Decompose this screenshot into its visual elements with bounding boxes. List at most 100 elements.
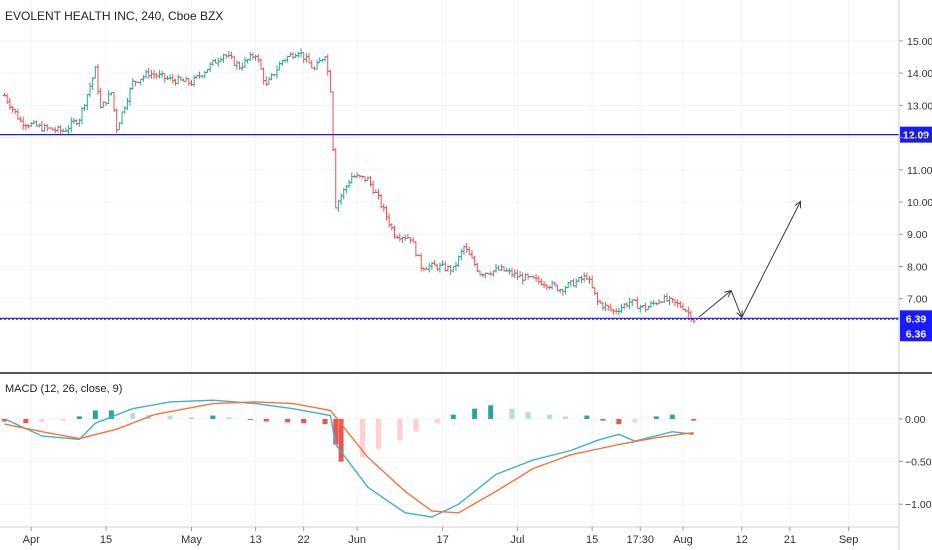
price-bar	[469, 249, 474, 259]
macd-axis[interactable]: 0.00 −0.50 −1.00	[899, 414, 932, 511]
price-bar	[558, 288, 563, 294]
price-bar	[63, 127, 68, 133]
price-bar	[79, 107, 84, 125]
price-bar	[165, 75, 170, 81]
price-bar	[467, 246, 472, 255]
price-bar	[66, 124, 71, 135]
macd-line	[4, 399, 694, 518]
price-bar	[29, 122, 34, 127]
price-bar	[170, 73, 175, 84]
price-bar	[307, 52, 312, 64]
histogram-bar	[130, 412, 136, 419]
price-bar	[120, 111, 125, 125]
price-bar	[264, 76, 269, 87]
symbol-title: EVOLENT HEALTH INC, 240, Cboe BZX	[5, 9, 223, 23]
price-bar	[339, 193, 344, 206]
price-axis[interactable]: 7.00 8.00 9.00 10.00 11.00 12.00 13.00 14.00 15.…	[899, 36, 932, 306]
time-axis[interactable]: Apr 15 May 13 22 Jun 17 Jul 15 17:30 Aug 12 21 Sep	[23, 527, 859, 546]
price-bar	[85, 93, 90, 111]
price-bar	[232, 56, 237, 66]
histogram-bar	[322, 418, 328, 425]
price-bar	[560, 288, 565, 296]
price-bar	[274, 65, 279, 79]
price-bar	[234, 60, 239, 70]
price-tick-label: 15.00	[907, 36, 932, 48]
price-bar	[432, 260, 437, 266]
price-bar	[331, 91, 336, 152]
price-bar	[646, 305, 651, 311]
histogram-bar	[23, 418, 29, 424]
projection-segment[interactable]	[698, 290, 732, 318]
price-tick-label: 8.00	[907, 261, 928, 273]
price-bar	[611, 309, 616, 315]
macd-title: MACD (12, 26, close, 9)	[5, 383, 122, 395]
price-bar	[384, 205, 389, 221]
price-bar	[125, 97, 130, 111]
histogram-bar	[546, 414, 552, 419]
histogram-bar	[247, 418, 253, 420]
histogram-bar	[669, 414, 675, 419]
histogram-bar	[488, 405, 494, 419]
price-bar	[387, 213, 392, 228]
price-bar	[256, 54, 261, 63]
price-bar	[160, 70, 165, 79]
time-tick-label: 22	[298, 534, 310, 546]
price-bar	[440, 260, 445, 267]
histogram-bar	[338, 418, 344, 462]
price-label-badge	[900, 126, 932, 143]
time-tick-label: Aug	[673, 534, 693, 546]
price-bar	[250, 52, 255, 60]
price-bar	[333, 148, 338, 209]
price-bar	[520, 272, 525, 285]
price-bar	[451, 265, 456, 273]
price-bar	[7, 97, 12, 110]
histogram-bar	[167, 415, 173, 419]
macd-tick-label: −1.00	[905, 499, 932, 511]
time-tick-label: 15	[586, 534, 598, 546]
price-bar	[315, 59, 320, 70]
signal-line	[4, 401, 694, 514]
histogram-bar	[600, 418, 606, 421]
histogram-bar	[509, 408, 515, 419]
price-bar	[69, 117, 74, 133]
price-bar	[266, 77, 271, 85]
price-bar	[574, 278, 579, 288]
price-bar	[229, 51, 234, 59]
price-bar	[456, 255, 461, 267]
price-bar	[619, 303, 624, 314]
price-bar	[304, 52, 309, 63]
price-bar	[510, 267, 515, 278]
price-bar	[23, 123, 28, 131]
price-bar	[152, 69, 157, 80]
price-bar	[61, 128, 66, 133]
histogram-bar	[263, 418, 269, 422]
price-bar	[437, 262, 442, 273]
histogram-bar	[92, 410, 98, 419]
projection-segment[interactable]	[730, 290, 743, 318]
price-bar	[571, 278, 576, 287]
histogram-bar	[375, 418, 381, 449]
time-tick-label: Jun	[348, 534, 366, 546]
price-bar	[411, 237, 416, 243]
histogram-bar	[450, 414, 456, 419]
price-bar	[435, 263, 440, 272]
time-tick-label: 17	[436, 534, 448, 546]
histogram-bar	[434, 418, 440, 424]
histogram-bar	[525, 412, 531, 419]
projection-drawing[interactable]	[698, 200, 802, 319]
horizontal-levels[interactable]: 12.09 6.39 6.36	[0, 126, 932, 342]
histogram-bar	[2, 418, 7, 422]
price-bar	[686, 306, 691, 318]
price-bar	[74, 119, 79, 126]
price-bar	[499, 264, 504, 272]
price-bar	[603, 301, 608, 311]
price-bar	[58, 125, 63, 135]
price-bar	[176, 74, 181, 85]
projection-segment[interactable]	[741, 201, 801, 318]
macd-tick-label: −0.50	[905, 457, 932, 469]
time-tick-label: Jul	[510, 534, 524, 546]
price-bar	[491, 270, 496, 277]
price-bar	[606, 304, 611, 311]
histogram-bar	[39, 418, 45, 423]
